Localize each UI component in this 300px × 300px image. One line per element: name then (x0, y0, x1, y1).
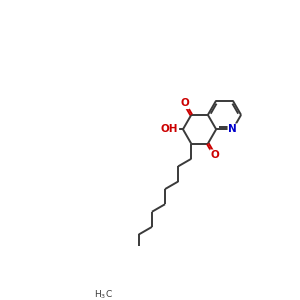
Text: O: O (210, 150, 219, 160)
Text: N: N (228, 124, 237, 134)
Text: O: O (180, 98, 189, 108)
Text: OH: OH (161, 124, 178, 134)
Text: H$_3$C: H$_3$C (94, 289, 112, 300)
